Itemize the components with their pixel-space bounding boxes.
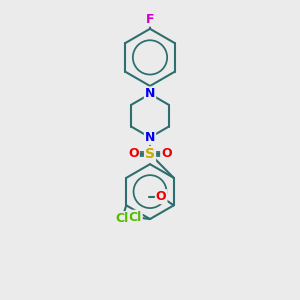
Text: Cl: Cl xyxy=(116,212,129,225)
Text: O: O xyxy=(128,147,139,161)
Text: O: O xyxy=(161,147,172,161)
Text: N: N xyxy=(145,131,155,144)
Text: N: N xyxy=(145,88,155,100)
Text: O: O xyxy=(156,190,166,203)
Text: S: S xyxy=(145,147,155,161)
Text: F: F xyxy=(146,13,154,26)
Text: Cl: Cl xyxy=(128,211,142,224)
